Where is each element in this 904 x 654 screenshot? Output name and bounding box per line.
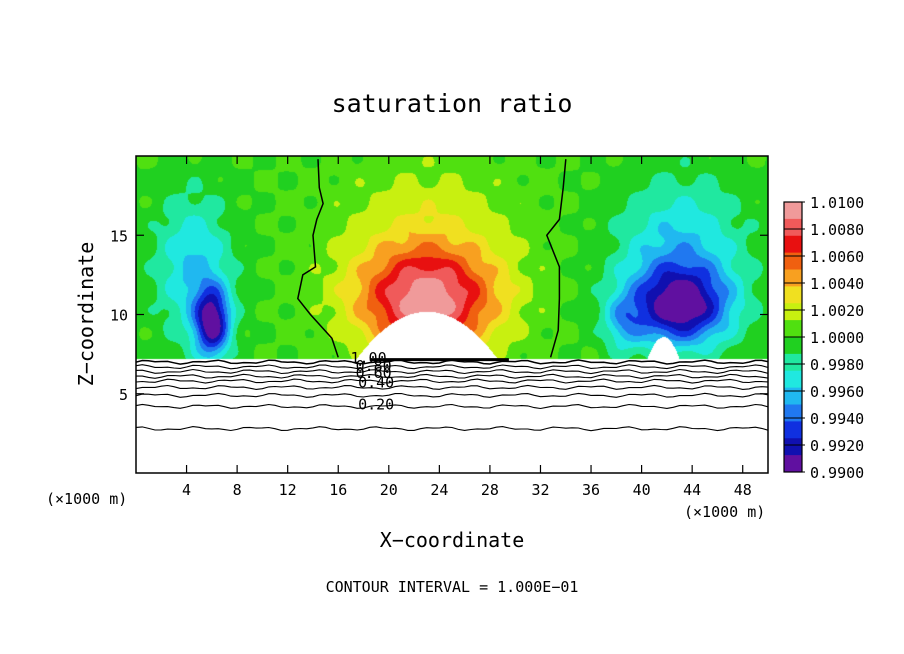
colorbar-swatch <box>784 337 802 355</box>
x-tick-label: 44 <box>683 481 701 499</box>
plot-area: 1.000.800.600.40 0.20 <box>136 156 768 473</box>
colorbar-label: 0.9940 <box>810 410 864 428</box>
colorbar-swatch <box>784 235 802 254</box>
y-axis: 5 10 15 <box>110 227 768 404</box>
contour-label: 0.20 <box>358 396 394 414</box>
contour-label: 0.60 <box>356 364 392 382</box>
colorbar-swatch <box>784 303 802 321</box>
contour-label: 1.00 <box>351 349 387 367</box>
contour-line <box>136 384 768 390</box>
colorbar-swatch <box>784 353 802 372</box>
contour-label: 0.40 <box>358 373 394 391</box>
x-unit-left: (×1000 m) <box>46 490 127 508</box>
colorbar-swatch <box>784 320 802 338</box>
x-tick-label: 48 <box>734 481 752 499</box>
colorbar-label: 0.9920 <box>810 437 864 455</box>
x-tick-label: 40 <box>633 481 651 499</box>
x-tick-label: 8 <box>233 481 242 499</box>
contour-line <box>136 403 768 410</box>
colorbar-label: 1.0060 <box>810 248 864 266</box>
x-tick-label: 20 <box>380 481 398 499</box>
x-tick-label: 28 <box>481 481 499 499</box>
x-unit-right: (×1000 m) <box>684 503 765 521</box>
colorbar-swatch <box>784 404 802 422</box>
x-tick-label: 4 <box>182 481 191 499</box>
colorbar-label: 1.0080 <box>810 221 864 239</box>
saturation-contour-left <box>296 159 339 358</box>
colorbar: 1.0100 1.0080 1.0060 1.0040 1.0020 1.0000 0.99… <box>783 194 864 482</box>
colorbar-label: 1.0020 <box>810 302 864 320</box>
colorbar-label: 0.9980 <box>810 356 864 374</box>
colorbar-label: 1.0000 <box>810 329 864 347</box>
saturation-contour-right <box>545 159 567 358</box>
colorbar-swatch <box>784 370 802 389</box>
colorbar-swatch <box>784 421 802 439</box>
x-tick-label: 16 <box>329 481 347 499</box>
colorbar-swatch <box>784 269 802 287</box>
chart-title: saturation ratio <box>332 89 573 118</box>
x-tick-label: 36 <box>582 481 600 499</box>
colorbar-swatch <box>784 387 802 405</box>
x-axis-label: X−coordinate <box>380 528 525 552</box>
contour-labels: 1.000.800.600.40 0.20 <box>351 349 395 414</box>
lower-contour-lines <box>136 358 768 432</box>
colorbar-label: 1.0040 <box>810 275 864 293</box>
y-axis-label: Z−coordinate <box>74 242 98 387</box>
x-tick-label: 24 <box>430 481 448 499</box>
colorbar-label: 0.9900 <box>810 464 864 482</box>
heatmap-field <box>136 156 768 473</box>
contour-interval-note: CONTOUR INTERVAL = 1.000E−01 <box>326 578 579 596</box>
y-tick-label: 10 <box>110 307 128 325</box>
colorbar-swatch <box>784 455 802 473</box>
contour-line <box>136 373 768 379</box>
x-axis: 4 8 12 16 20 24 28 32 36 40 44 48 <box>182 156 752 499</box>
colorbar-swatch <box>784 252 802 270</box>
contour-line <box>136 426 768 432</box>
contour-line <box>136 378 768 384</box>
contour-line <box>136 368 768 375</box>
x-tick-label: 32 <box>531 481 549 499</box>
contour-line <box>136 364 768 370</box>
contour-label: 0.80 <box>356 357 392 375</box>
y-tick-label: 15 <box>110 227 128 245</box>
x-tick-label: 12 <box>279 481 297 499</box>
colorbar-label: 0.9960 <box>810 383 864 401</box>
colorbar-swatch <box>784 218 802 237</box>
y-tick-label: 5 <box>119 386 128 404</box>
colorbar-swatch <box>784 438 802 456</box>
contour-line <box>136 392 768 398</box>
colorbar-swatch <box>784 202 802 220</box>
colorbar-label: 1.0100 <box>810 194 864 212</box>
colorbar-swatch <box>784 286 802 304</box>
